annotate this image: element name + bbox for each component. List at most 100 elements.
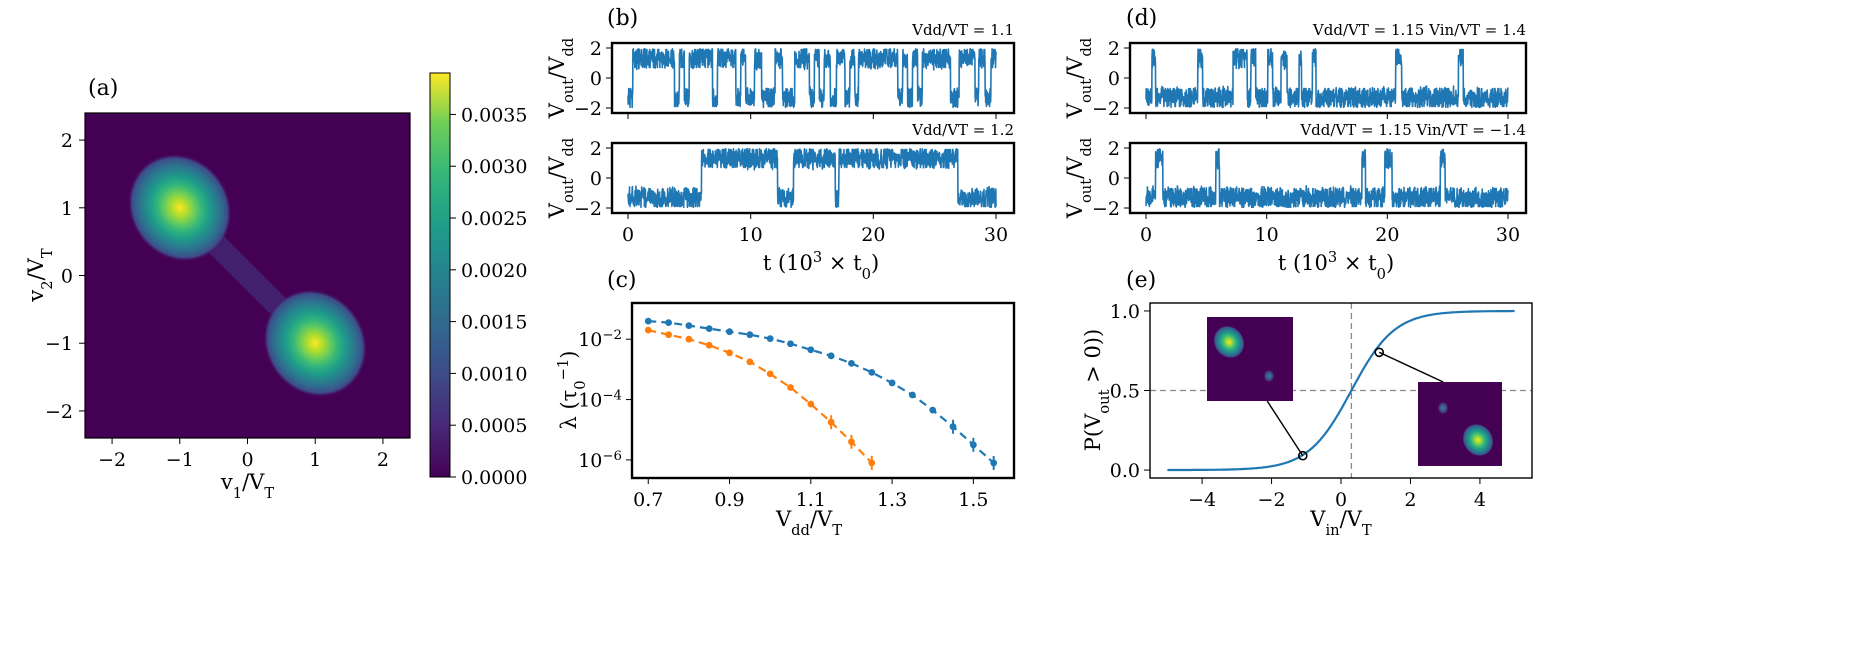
ylab-out: out [1078, 79, 1095, 103]
y-tick-label: 0 [61, 266, 73, 288]
marker-point [1298, 450, 1308, 461]
data-point-blue [909, 391, 916, 399]
y-label-t: T [39, 248, 56, 258]
x-tick-label: 10 [1255, 224, 1279, 246]
trace-annotation: Vdd/VT = 1.15 Vin/VT = −1.4 [1299, 121, 1526, 139]
xl-sup: 3 [813, 249, 822, 266]
ylab-v2: /V [545, 156, 569, 179]
x-tick-label: 2 [1404, 489, 1416, 511]
x-label-1: 1 [233, 485, 242, 502]
data-point-blue [868, 368, 876, 376]
yl-b: ) [557, 350, 581, 358]
y-tick-base: 10 [578, 329, 602, 351]
trace-annotation: Vdd/VT = 1.1 [911, 21, 1014, 39]
data-point-orange [644, 326, 652, 334]
y-tick-label: 0 [1108, 168, 1120, 190]
inset-peak [1213, 325, 1245, 359]
data-point-blue [685, 322, 693, 330]
data-point-orange [705, 341, 713, 349]
y-axis-label: Vout/Vdd [545, 38, 577, 119]
y-tick-base: 10 [578, 390, 602, 412]
xl-v2: /V [810, 507, 833, 531]
marker-point [1374, 347, 1384, 358]
data-point-orange [665, 331, 672, 339]
xl-c: ) [1386, 251, 1394, 275]
data-point-blue [929, 406, 937, 414]
x-tick-label: 2 [377, 449, 389, 471]
xl-a: t (10 [1278, 251, 1328, 275]
panel-label-e: (e) [1126, 268, 1156, 293]
yl-sub: 0 [572, 380, 589, 389]
x-tick-label: 30 [1496, 224, 1520, 246]
x-tick-label: −4 [1188, 489, 1216, 511]
y-tick-label: 0.0 [1110, 460, 1140, 482]
ylab-v: V [545, 102, 569, 119]
y-tick-label: 2 [1108, 38, 1120, 60]
x-axis-label: v1/VT [220, 470, 274, 502]
y-tick-label: 1.0 [1110, 301, 1140, 323]
y-tick-base: 10 [578, 450, 602, 472]
yl-out: out [1096, 389, 1113, 413]
y-tick-label: 1 [61, 198, 73, 220]
ylab-v2: /V [1063, 56, 1087, 79]
trace-annotation: Vdd/VT = 1.2 [911, 121, 1014, 139]
xl-sub: 0 [1377, 266, 1386, 283]
panel-c-frame [630, 301, 1016, 480]
data-point-blue [746, 331, 754, 339]
yl-a: λ (τ [557, 390, 581, 430]
y-tick-label: −2 [574, 198, 602, 220]
data-point-orange [726, 349, 733, 357]
x-tick-label: −2 [1258, 489, 1286, 511]
trace-line [1145, 48, 1509, 109]
x-tick-label: 1.3 [877, 489, 907, 511]
xl-t: T [1362, 522, 1372, 539]
xl-in: in [1325, 522, 1340, 539]
series-line-blue [648, 320, 995, 464]
y-tick-exponent: −2 [602, 328, 622, 343]
x-tick-label: −2 [98, 449, 126, 471]
x-tick-label: 20 [861, 224, 885, 246]
data-point-blue [807, 346, 815, 354]
y-tick-label: 10−4 [578, 388, 622, 412]
x-label-v2: /V [242, 470, 265, 494]
xl-v2: /V [1340, 507, 1363, 531]
ylab-dd: dd [1078, 138, 1095, 157]
x-axis-label: t (103 × t0) [1278, 249, 1394, 283]
ylab-v: V [1063, 102, 1087, 119]
ylab-v2: /V [545, 56, 569, 79]
data-point-blue [888, 379, 896, 387]
x-tick-label: 1.5 [958, 489, 988, 511]
data-point-blue [848, 359, 855, 367]
inset-peak [1462, 423, 1494, 457]
y-axis-label: Vout/Vdd [1063, 138, 1095, 219]
xl-t: T [832, 522, 842, 539]
y-tick-label: 0.5 [1110, 381, 1140, 403]
xl-dd: dd [791, 522, 810, 539]
xl-sup: 3 [1328, 249, 1337, 266]
y-tick-label: −2 [1092, 98, 1120, 120]
x-label-v: v [220, 470, 233, 494]
y-tick-label: 0 [1108, 68, 1120, 90]
x-tick-label: 0.7 [633, 489, 663, 511]
data-point-blue [766, 335, 774, 343]
data-point-blue [827, 352, 835, 360]
x-tick-label: 1.1 [796, 489, 826, 511]
xl-sub: 0 [862, 266, 871, 283]
ylab-dd: dd [560, 138, 577, 157]
data-point-orange [766, 370, 774, 378]
trace-line [627, 148, 997, 209]
y-tick-label: 10−2 [578, 328, 622, 352]
inset-heatmap-high [1418, 382, 1502, 466]
heatmap-peak [263, 289, 368, 398]
xl-v: V [1309, 507, 1326, 531]
y-tick-exponent: −6 [602, 448, 622, 463]
panel-label-d: (d) [1126, 6, 1157, 31]
data-point-blue [665, 319, 672, 327]
data-point-blue [644, 317, 652, 325]
colorbar-tick-label: 0.0035 [461, 104, 527, 126]
data-point-blue [787, 340, 794, 348]
y-axis-label: Vout/Vdd [545, 138, 577, 219]
y-axis-label: Vout/Vdd [1063, 38, 1095, 119]
y-tick-label: 2 [590, 38, 602, 60]
